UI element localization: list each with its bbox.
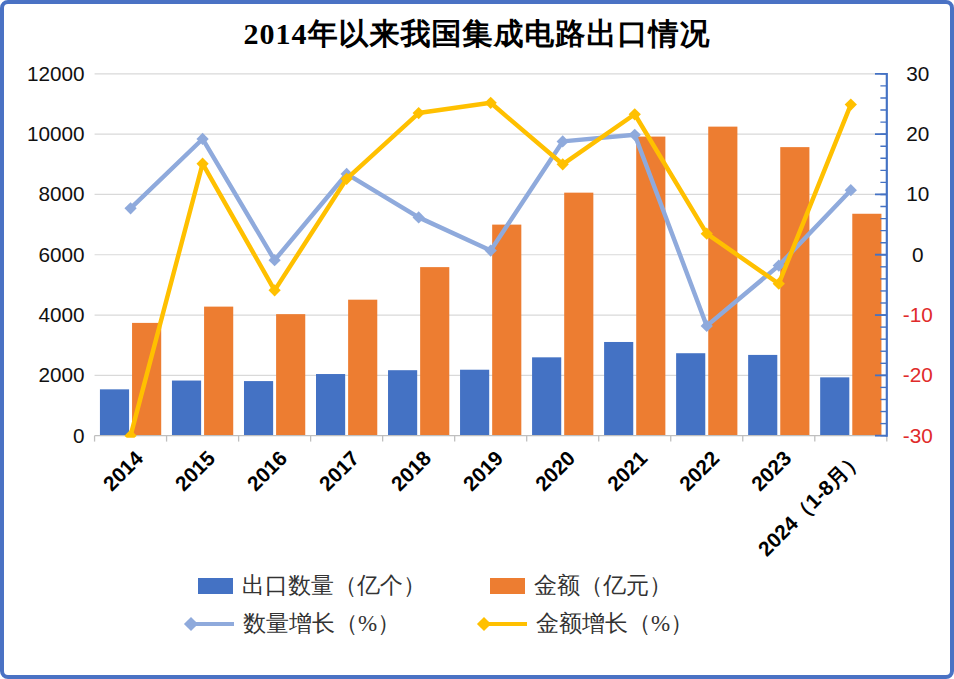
bar-export-amount-2020	[564, 193, 593, 436]
x-axis-label-2016: 2016	[242, 446, 291, 495]
x-axis-label-2017: 2017	[314, 446, 363, 495]
bar-export-quantity-2019	[460, 370, 489, 436]
bar-export-quantity-2017	[316, 374, 345, 436]
bar-export-quantity-2014	[100, 389, 129, 435]
legend-label-export-quantity: 出口数量（亿个）	[242, 570, 426, 601]
left-axis-label: 0	[73, 424, 85, 447]
legend-item-export-amount: 金额（亿元）	[490, 570, 672, 601]
bar-export-amount-2015	[204, 307, 233, 436]
left-axis-label: 8000	[39, 182, 85, 205]
bar-export-amount-2023	[780, 147, 809, 436]
x-axis-label-2019: 2019	[458, 446, 507, 495]
legend-label-export-amount: 金额（亿元）	[534, 570, 672, 601]
right-axis-label: 0	[912, 243, 924, 266]
x-axis-label-2015: 2015	[170, 446, 219, 495]
x-axis	[95, 436, 887, 442]
legend-label-amount-growth: 金额增长（%）	[536, 608, 693, 639]
bar-export-amount-2022	[708, 127, 737, 436]
left-axis-label: 6000	[39, 243, 85, 266]
right-axis-labels: 30 20 10 0 -10 -20 -30	[903, 62, 933, 447]
bars	[100, 127, 882, 436]
right-axis-label: 30	[906, 62, 929, 85]
bar-export-amount-2018	[420, 267, 449, 436]
legend-swatch-quantity-growth-icon	[188, 617, 234, 631]
growth-lines	[124, 97, 856, 442]
marker-amount-growth-2024（1-8月）	[845, 98, 857, 110]
x-axis-label-2021: 2021	[602, 446, 651, 495]
left-axis-label: 12000	[27, 62, 85, 85]
bar-export-quantity-2016	[244, 381, 273, 436]
right-axis-label: 10	[906, 182, 929, 205]
bar-export-amount-2017	[348, 300, 377, 436]
bar-export-quantity-2024（1-8月）	[820, 377, 849, 435]
x-axis-label-2018: 2018	[386, 446, 435, 495]
legend-item-amount-growth: 金额增长（%）	[481, 608, 693, 639]
bar-export-amount-2024（1-8月）	[852, 214, 881, 436]
right-axis-label: 20	[906, 122, 929, 145]
right-axis-label: -20	[903, 363, 933, 386]
x-axis-label-2020: 2020	[530, 446, 579, 495]
x-axis-label-2014: 2014	[98, 446, 147, 495]
left-axis-label: 2000	[39, 363, 85, 386]
legend-item-export-quantity: 出口数量（亿个）	[198, 570, 426, 601]
bar-export-quantity-2015	[172, 381, 201, 436]
bar-export-quantity-2023	[748, 355, 777, 436]
right-axis-label: -10	[903, 303, 933, 326]
legend-item-quantity-growth: 数量增长（%）	[188, 608, 400, 639]
legend-swatch-export-amount-icon	[490, 578, 525, 594]
bar-export-amount-2016	[276, 314, 305, 436]
chart-frame: 2014年以来我国集成电路出口情况 0200040006000800010000…	[0, 0, 954, 679]
x-axis-labels: 2014 2015 2016 2017 2018 2019 2020 2021 2022 2023…	[98, 446, 868, 561]
bar-export-quantity-2020	[532, 357, 561, 435]
line-amount-growth	[131, 103, 851, 436]
legend-swatch-export-quantity-icon	[198, 578, 233, 594]
combo-chart: 0 2000 4000 6000 8000 10000 12000 30 20 10 0 -10 -20…	[4, 4, 950, 675]
left-axis-labels: 0 2000 4000 6000 8000 10000 12000	[27, 62, 85, 447]
bar-export-quantity-2018	[388, 370, 417, 435]
bar-export-amount-2019	[492, 225, 521, 436]
legend-swatch-amount-growth-icon	[481, 617, 527, 631]
right-axis-label: -30	[903, 424, 933, 447]
left-axis-label: 4000	[39, 303, 85, 326]
legend-label-quantity-growth: 数量增长（%）	[243, 608, 400, 639]
x-axis-label-2022: 2022	[675, 446, 724, 495]
bar-export-quantity-2021	[604, 342, 633, 436]
left-axis-label: 10000	[27, 122, 85, 145]
bar-export-quantity-2022	[676, 353, 705, 435]
x-axis-label-2023: 2023	[747, 446, 796, 495]
